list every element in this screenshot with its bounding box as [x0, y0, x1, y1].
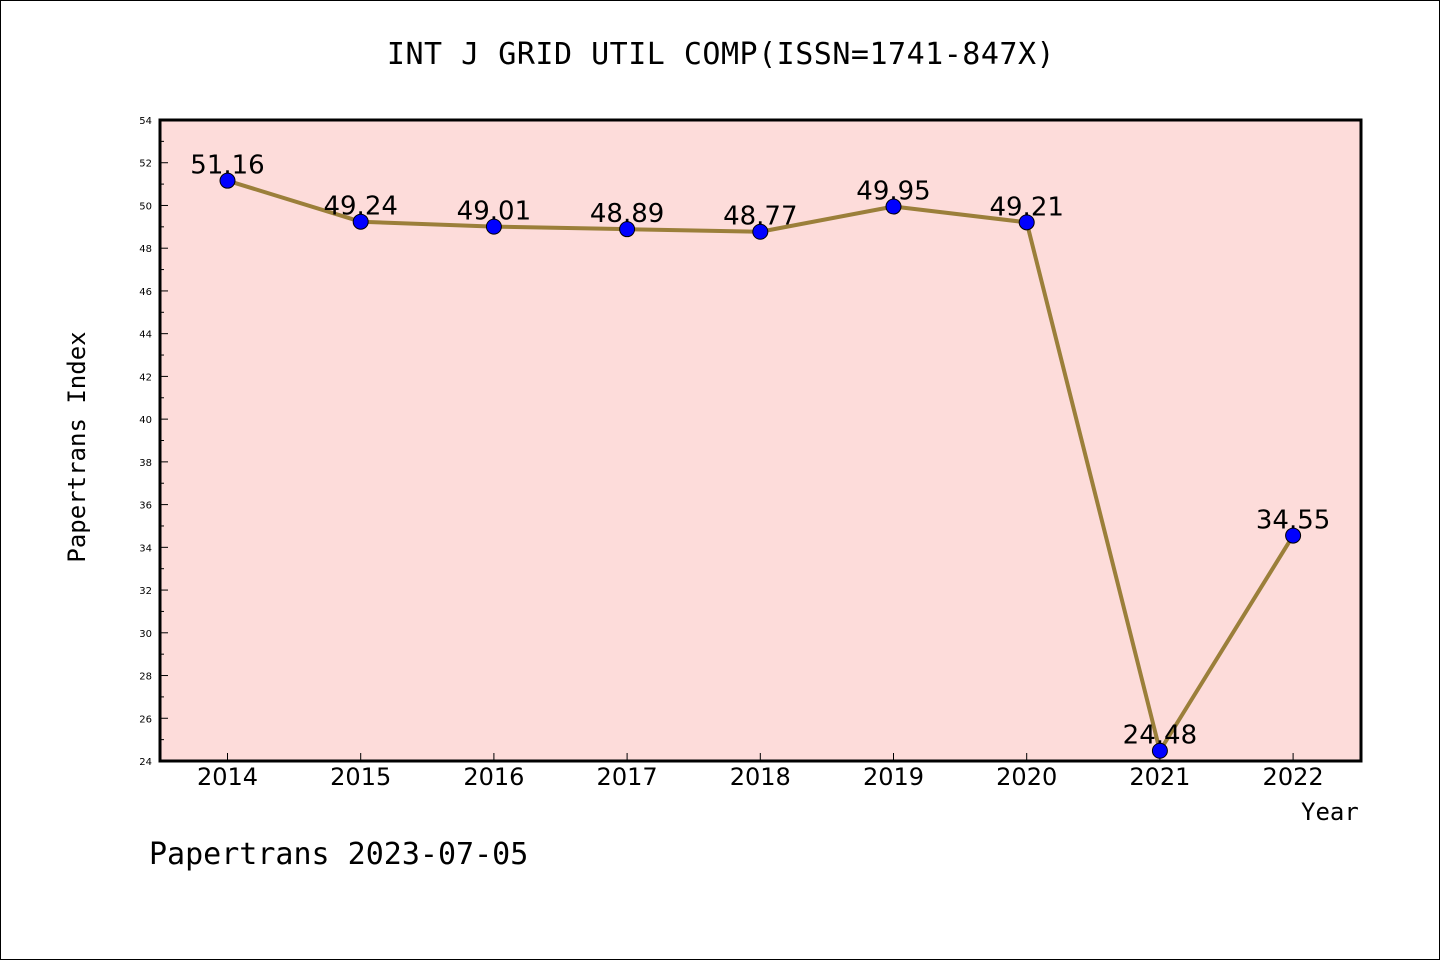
y-tick-label: 38 [139, 458, 152, 469]
data-label: 49.21 [989, 192, 1063, 222]
data-point [1018, 214, 1035, 231]
y-tick-label: 26 [139, 714, 152, 725]
data-point [352, 213, 369, 230]
x-axis: 2014 2015 2016 2017 2018 2019 2020 2021 2022 [197, 753, 1324, 791]
y-tick-label: 44 [139, 330, 152, 341]
y-tick-label: 52 [139, 159, 152, 170]
data-label: 34.55 [1256, 506, 1330, 536]
footer-date: Papertrans 2023-07-05 [149, 837, 529, 872]
y-tick-label: 50 [139, 201, 152, 212]
data-labels: 51.16 49.24 49.01 48.89 48.77 49.95 49.21 24.48… [190, 151, 1330, 751]
y-tick-label: 28 [139, 672, 152, 683]
data-point [1151, 742, 1168, 759]
data-label: 49.01 [457, 197, 531, 227]
y-tick-label: 32 [139, 586, 152, 597]
data-label: 49.95 [856, 177, 930, 207]
chart-title: INT J GRID UTIL COMP(ISSN=1741-847X) [386, 37, 1056, 72]
data-label: 48.89 [590, 199, 664, 229]
x-tick-label: 2015 [330, 763, 391, 791]
x-tick-label: 2019 [863, 763, 924, 791]
data-point [619, 221, 636, 238]
y-tick-label: 40 [139, 415, 152, 426]
x-tick-label: 2021 [1129, 763, 1190, 791]
data-point [219, 172, 236, 189]
y-tick-label: 36 [139, 501, 152, 512]
data-label: 51.16 [190, 151, 264, 181]
y-tick-label: 46 [139, 287, 152, 298]
y-tick-label: 48 [139, 244, 152, 255]
x-tick-label: 2017 [597, 763, 658, 791]
y-tick-label: 24 [139, 757, 152, 768]
series-markers [219, 172, 1302, 759]
x-axis-label: Year [1301, 798, 1359, 826]
x-tick-label: 2022 [1263, 763, 1324, 791]
data-label: 48.77 [723, 202, 797, 232]
data-label: 24.48 [1123, 721, 1197, 751]
data-point [752, 223, 769, 240]
y-tick-label: 30 [139, 629, 152, 640]
data-point [485, 218, 502, 235]
y-tick-label: 42 [139, 372, 152, 383]
y-axis: 24 26 28 30 32 34 36 38 40 42 44 46 48 50 52 54 [139, 116, 168, 768]
x-tick-label: 2018 [730, 763, 791, 791]
x-tick-label: 2016 [463, 763, 524, 791]
x-tick-label: 2020 [996, 763, 1057, 791]
data-point [1285, 527, 1302, 544]
y-tick-label: 34 [139, 543, 152, 554]
data-label: 49.24 [323, 192, 397, 222]
y-tick-label: 54 [139, 116, 152, 127]
x-tick-label: 2014 [197, 763, 258, 791]
data-point [885, 198, 902, 215]
